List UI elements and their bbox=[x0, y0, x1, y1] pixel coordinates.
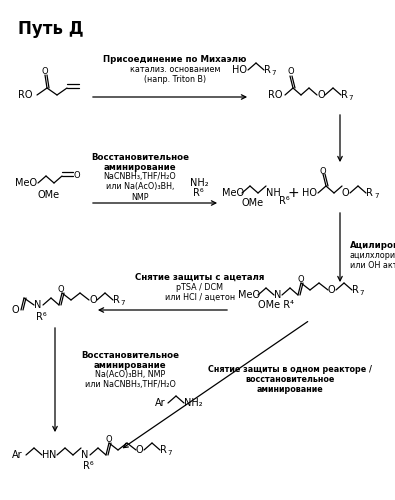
Text: 7: 7 bbox=[271, 70, 275, 76]
Text: Путь Д: Путь Д bbox=[18, 20, 84, 38]
Text: O: O bbox=[317, 90, 325, 100]
Text: R: R bbox=[352, 285, 359, 295]
Text: или Na(AcO)₃BH,: или Na(AcO)₃BH, bbox=[106, 182, 174, 192]
Text: O: O bbox=[89, 295, 97, 305]
Text: O: O bbox=[328, 285, 336, 295]
Text: O: O bbox=[136, 445, 144, 455]
Text: OMe R⁴: OMe R⁴ bbox=[258, 300, 294, 310]
Text: восстановительное: восстановительное bbox=[245, 376, 335, 384]
Text: O: O bbox=[58, 286, 65, 294]
Text: Присоединение по Михаэлю: Присоединение по Михаэлю bbox=[103, 56, 247, 64]
Text: R: R bbox=[113, 295, 120, 305]
Text: MeO: MeO bbox=[238, 290, 260, 300]
Text: RO: RO bbox=[268, 90, 282, 100]
Text: Снятие защиты в одном реакторе /: Снятие защиты в одном реакторе / bbox=[208, 366, 372, 374]
Text: R⁶: R⁶ bbox=[279, 196, 290, 206]
Text: NMP: NMP bbox=[131, 192, 149, 202]
Text: Na(AcO)₃BH, NMP: Na(AcO)₃BH, NMP bbox=[95, 370, 165, 380]
Text: катализ. основанием: катализ. основанием bbox=[130, 66, 220, 74]
Text: или NaCNBH₃,THF/H₂O: или NaCNBH₃,THF/H₂O bbox=[85, 380, 175, 390]
Text: +: + bbox=[287, 186, 299, 200]
Text: R⁶: R⁶ bbox=[193, 188, 204, 198]
Text: R⁶: R⁶ bbox=[83, 461, 94, 471]
Text: Снятие защиты с ацеталя: Снятие защиты с ацеталя bbox=[135, 272, 265, 281]
Text: O: O bbox=[287, 68, 293, 76]
Text: HO: HO bbox=[302, 188, 317, 198]
Text: O: O bbox=[342, 188, 350, 198]
Text: NH₂: NH₂ bbox=[184, 398, 203, 408]
Text: O: O bbox=[42, 68, 49, 76]
Text: Ar: Ar bbox=[12, 450, 23, 460]
Text: Ацилирование: Ацилирование bbox=[350, 240, 395, 250]
Text: или HCl / ацетон: или HCl / ацетон bbox=[165, 292, 235, 302]
Text: N: N bbox=[49, 450, 56, 460]
Text: MeO: MeO bbox=[15, 178, 37, 188]
Text: R: R bbox=[160, 445, 167, 455]
Text: O: O bbox=[320, 166, 327, 175]
Text: 7: 7 bbox=[167, 450, 171, 456]
Text: аминирование: аминирование bbox=[257, 386, 324, 394]
Text: O: O bbox=[105, 434, 112, 444]
Text: 7: 7 bbox=[359, 290, 363, 296]
Text: O: O bbox=[297, 274, 304, 283]
Text: O: O bbox=[73, 172, 80, 180]
Text: N: N bbox=[81, 450, 88, 460]
Text: NH₂: NH₂ bbox=[190, 178, 209, 188]
Text: 7: 7 bbox=[348, 95, 352, 101]
Text: ацилхлорид: ацилхлорид bbox=[350, 250, 395, 260]
Text: R: R bbox=[264, 65, 271, 75]
Text: R⁶: R⁶ bbox=[36, 312, 47, 322]
Text: N: N bbox=[34, 300, 41, 310]
Text: pTSA / DCM: pTSA / DCM bbox=[177, 282, 224, 292]
Text: HO: HO bbox=[232, 65, 247, 75]
Text: R: R bbox=[366, 188, 373, 198]
Text: 7: 7 bbox=[374, 193, 378, 199]
Text: NaCNBH₃,THF/H₂O: NaCNBH₃,THF/H₂O bbox=[103, 172, 177, 182]
Text: 7: 7 bbox=[120, 300, 124, 306]
Text: O: O bbox=[12, 305, 20, 315]
Text: аминирование: аминирование bbox=[103, 162, 176, 172]
Text: Восстановительное: Восстановительное bbox=[81, 350, 179, 360]
Text: (напр. Triton B): (напр. Triton B) bbox=[144, 74, 206, 84]
Text: MeO: MeO bbox=[222, 188, 244, 198]
Text: NH: NH bbox=[266, 188, 281, 198]
Text: N: N bbox=[274, 290, 281, 300]
Text: R: R bbox=[341, 90, 348, 100]
Text: H: H bbox=[42, 450, 49, 460]
Text: или OH активация: или OH активация bbox=[350, 260, 395, 270]
Text: Ar: Ar bbox=[155, 398, 166, 408]
Text: OMe: OMe bbox=[242, 198, 264, 208]
Text: Восстановительное: Восстановительное bbox=[91, 152, 189, 162]
Text: OMe: OMe bbox=[38, 190, 60, 200]
Text: RO: RO bbox=[18, 90, 32, 100]
Text: аминирование: аминирование bbox=[94, 360, 166, 370]
